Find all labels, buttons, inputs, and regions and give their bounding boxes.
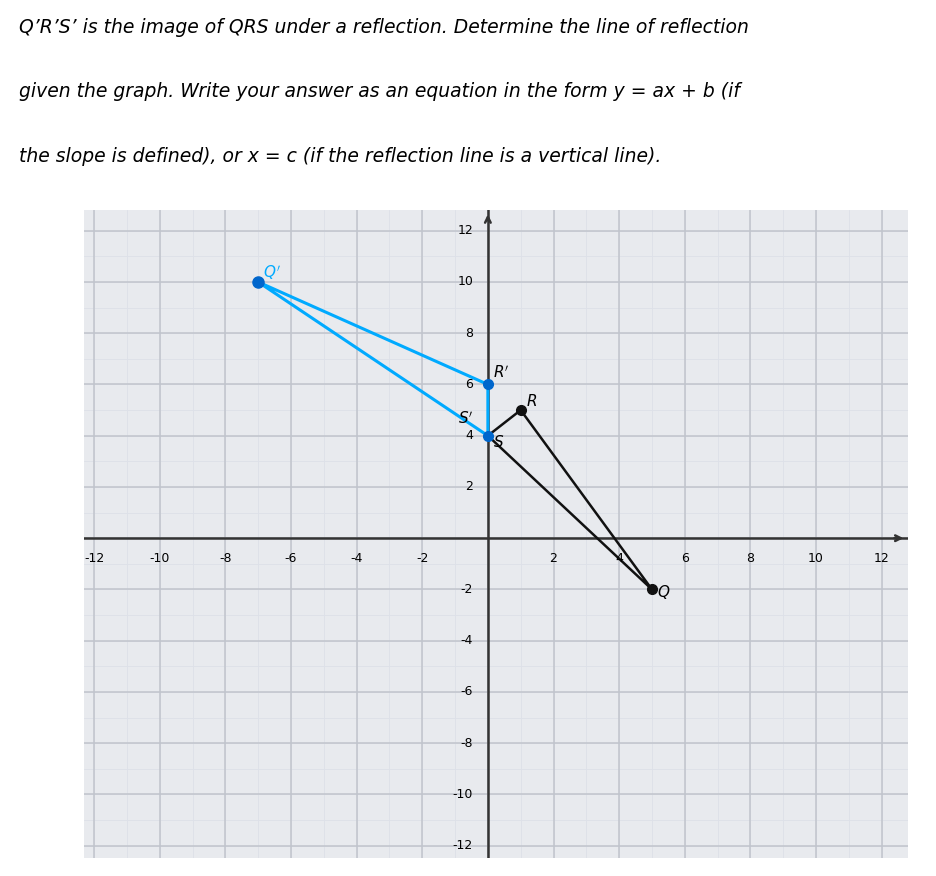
Text: -4: -4 bbox=[350, 552, 363, 565]
Text: -2: -2 bbox=[461, 583, 473, 596]
Text: -8: -8 bbox=[219, 552, 231, 565]
Text: 8: 8 bbox=[746, 552, 754, 565]
Text: $R$: $R$ bbox=[526, 393, 536, 409]
Text: $Q'$: $Q'$ bbox=[263, 264, 281, 282]
Text: -4: -4 bbox=[461, 634, 473, 647]
Text: 2: 2 bbox=[549, 552, 558, 565]
Text: 10: 10 bbox=[808, 552, 824, 565]
Text: $S$: $S$ bbox=[492, 434, 504, 450]
Text: 2: 2 bbox=[465, 480, 473, 493]
Text: 6: 6 bbox=[680, 552, 689, 565]
Text: $S'$: $S'$ bbox=[459, 411, 474, 427]
Text: -10: -10 bbox=[453, 788, 473, 801]
Text: Q’R’S’ is the image of QRS under a reflection. Determine the line of reflection: Q’R’S’ is the image of QRS under a refle… bbox=[19, 18, 749, 37]
Text: given the graph. Write your answer as an equation in the form y = ax + b (if: given the graph. Write your answer as an… bbox=[19, 82, 739, 102]
Text: -6: -6 bbox=[461, 685, 473, 698]
Text: 10: 10 bbox=[457, 275, 473, 288]
Text: 12: 12 bbox=[458, 224, 473, 237]
Text: 4: 4 bbox=[465, 429, 473, 442]
Text: 12: 12 bbox=[874, 552, 889, 565]
Text: -6: -6 bbox=[285, 552, 297, 565]
Text: -8: -8 bbox=[461, 737, 473, 750]
Text: -12: -12 bbox=[84, 552, 104, 565]
Text: 6: 6 bbox=[465, 378, 473, 391]
Text: 4: 4 bbox=[615, 552, 623, 565]
Text: -12: -12 bbox=[453, 839, 473, 852]
Text: $Q$: $Q$ bbox=[657, 583, 670, 601]
Text: the slope is defined), or x = c (if the reflection line is a vertical line).: the slope is defined), or x = c (if the … bbox=[19, 147, 661, 166]
Text: -2: -2 bbox=[417, 552, 429, 565]
Text: 8: 8 bbox=[465, 327, 473, 340]
Text: $R'$: $R'$ bbox=[492, 364, 509, 381]
Text: -10: -10 bbox=[150, 552, 170, 565]
